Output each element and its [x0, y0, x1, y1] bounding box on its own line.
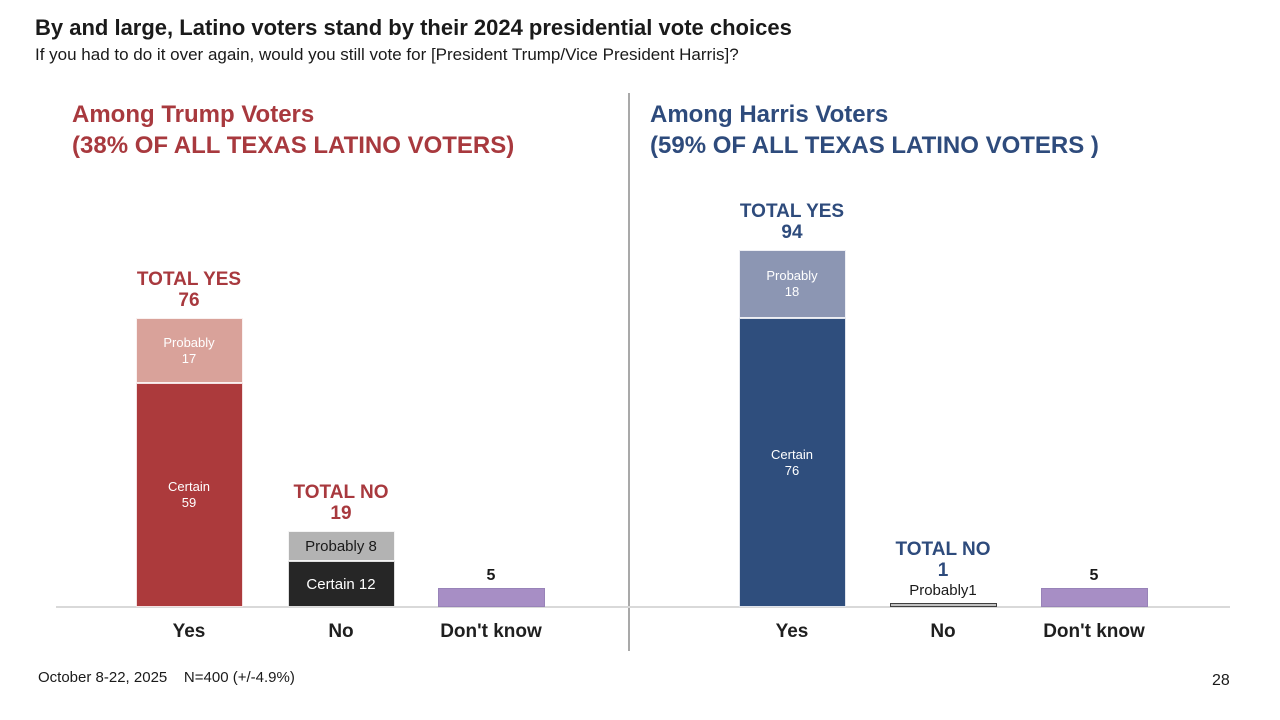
panel-divider — [628, 93, 630, 651]
trump-voters-axis-label-don-t-know: Don't know — [440, 621, 542, 642]
trump-panel-title: Among Trump Voters — [72, 101, 315, 128]
harris-voters-don-t-know-value-label: 5 — [1089, 567, 1099, 584]
harris-voters-no-total-label: TOTAL NO 1 — [895, 539, 991, 582]
harris-voters-yes-segment-probably: Probably 18 — [738, 249, 846, 319]
harris-panel-subtitle: (59% OF ALL TEXAS LATINO VOTERS ) — [650, 132, 1099, 159]
harris-voters-axis-label-no: No — [930, 621, 956, 642]
harris-panel-heading: Among Harris Voters (59% OF ALL TEXAS LA… — [650, 99, 1099, 161]
harris-voters-don-t-know-segment-don-t-know — [1040, 588, 1148, 607]
trump-voters-no-segment-certain: Certain 12 — [287, 561, 395, 607]
trump-voters-yes-segment-certain: Certain 59 — [135, 382, 243, 607]
harris-voters-yes-total-label: TOTAL YES 94 — [739, 200, 845, 243]
trump-voters-don-t-know-segment-don-t-know — [437, 588, 545, 607]
page-number: 28 — [1212, 672, 1230, 689]
harris-voters-axis-label-don-t-know: Don't know — [1043, 621, 1145, 642]
harris-voters-axis-label-yes: Yes — [775, 621, 809, 642]
trump-voters-don-t-know-value-label: 5 — [486, 567, 496, 584]
harris-panel-title: Among Harris Voters — [650, 101, 889, 128]
trump-voters-axis-label-yes: Yes — [172, 621, 206, 642]
slide-title: By and large, Latino voters stand by the… — [35, 15, 792, 40]
harris-voters-no-segment-probably — [889, 603, 997, 607]
footer-note: October 8-22, 2025 N=400 (+/-4.9%) — [38, 669, 295, 686]
trump-voters-no-segment-probably: Probably 8 — [287, 531, 395, 562]
trump-voters-yes-total-label: TOTAL YES 76 — [136, 269, 242, 312]
trump-voters-axis-label-no: No — [328, 621, 354, 642]
trump-voters-no-total-label: TOTAL NO 19 — [293, 482, 389, 524]
harris-voters-yes-segment-certain: Certain 76 — [738, 318, 846, 607]
trump-voters-yes-segment-probably: Probably 17 — [135, 318, 243, 383]
harris-voters-no-value-label: Probably1 — [909, 582, 977, 600]
slide-subtitle: If you had to do it over again, would yo… — [35, 45, 739, 64]
x-axis-baseline — [56, 606, 1230, 608]
trump-panel-subtitle: (38% OF ALL TEXAS LATINO VOTERS) — [72, 132, 515, 159]
trump-panel-heading: Among Trump Voters (38% OF ALL TEXAS LAT… — [72, 99, 514, 161]
